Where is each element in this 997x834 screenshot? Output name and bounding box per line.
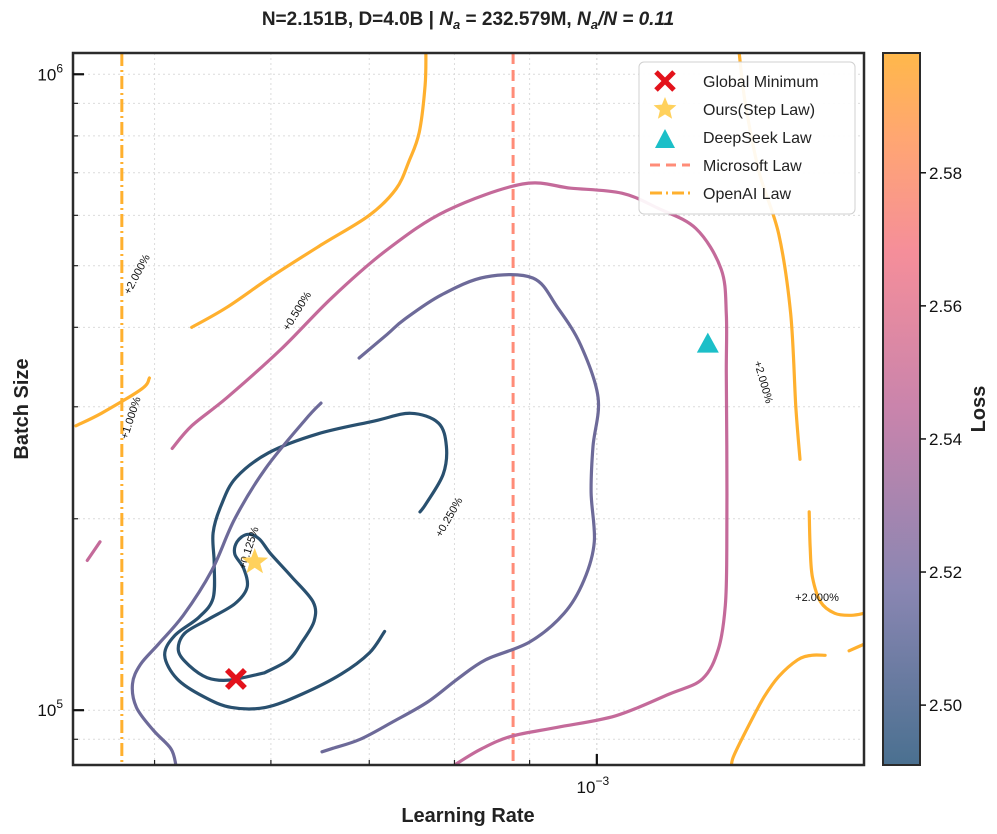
colorbar-tick-label: 2.50 (929, 696, 962, 715)
legend-label-deepseek-law: DeepSeek Law (703, 130, 812, 147)
legend-marker-deepseek-law (655, 129, 675, 148)
contour-line-2-1 (320, 273, 601, 754)
colorbar-label: Loss (968, 386, 990, 433)
reference-lines (120, 53, 515, 765)
legend-label-microsoft-law: Microsoft Law (703, 158, 802, 175)
colorbar-tick-label: 2.56 (929, 297, 962, 316)
contour-line-4-5 (729, 653, 827, 765)
ours-step-law-marker (241, 548, 269, 574)
legend-marker-ours-step-law (653, 97, 677, 119)
markers (224, 332, 719, 690)
legend-box (638, 61, 856, 215)
y-axis-label: Batch Size (11, 358, 33, 459)
colorbar-gradient (883, 53, 920, 765)
deepseek-law-marker (696, 332, 719, 353)
contour-line-4-0 (74, 376, 151, 428)
x-tick-label: 10−3 (577, 774, 610, 797)
grid (73, 53, 864, 765)
colorbar-tick-label: 2.58 (929, 164, 962, 183)
axis-ticks: 10−3 105 106 (37, 61, 609, 797)
colorbar-tick-label: 2.54 (929, 430, 962, 449)
contour-line-2-0 (130, 401, 323, 765)
global-minimum-marker (224, 667, 247, 690)
contour-line-3-1 (170, 181, 729, 765)
colorbar-frame (882, 52, 921, 766)
y-tick-label: 105 (37, 697, 63, 720)
contour-label-2000-bottom: +2.000% (795, 592, 839, 604)
colorbar-ticks: 2.50 2.52 2.54 2.56 2.58 (920, 164, 962, 715)
contour-line-3-0 (85, 540, 102, 562)
contour-line-0-0 (176, 532, 318, 682)
y-tick-label: 106 (37, 61, 63, 84)
plot-frame (71, 51, 866, 767)
legend-marker-global-minimum (654, 70, 676, 92)
contour-line-4-1 (190, 53, 428, 329)
chart-title: N=2.151B, D=4.0B | Na = 232.579M, Na/N =… (262, 9, 674, 32)
colorbar-tick-label: 2.52 (929, 563, 962, 582)
legend: Global Minimum Ours(Step Law) DeepSeek L… (638, 61, 856, 215)
contour-line-4-3 (807, 510, 864, 617)
legend-label-openai-law: OpenAI Law (703, 186, 792, 203)
legend-label-ours-step-law: Ours(Step Law) (703, 102, 815, 119)
x-axis-label: Learning Rate (401, 805, 534, 827)
legend-label-global-minimum: Global Minimum (703, 74, 819, 91)
